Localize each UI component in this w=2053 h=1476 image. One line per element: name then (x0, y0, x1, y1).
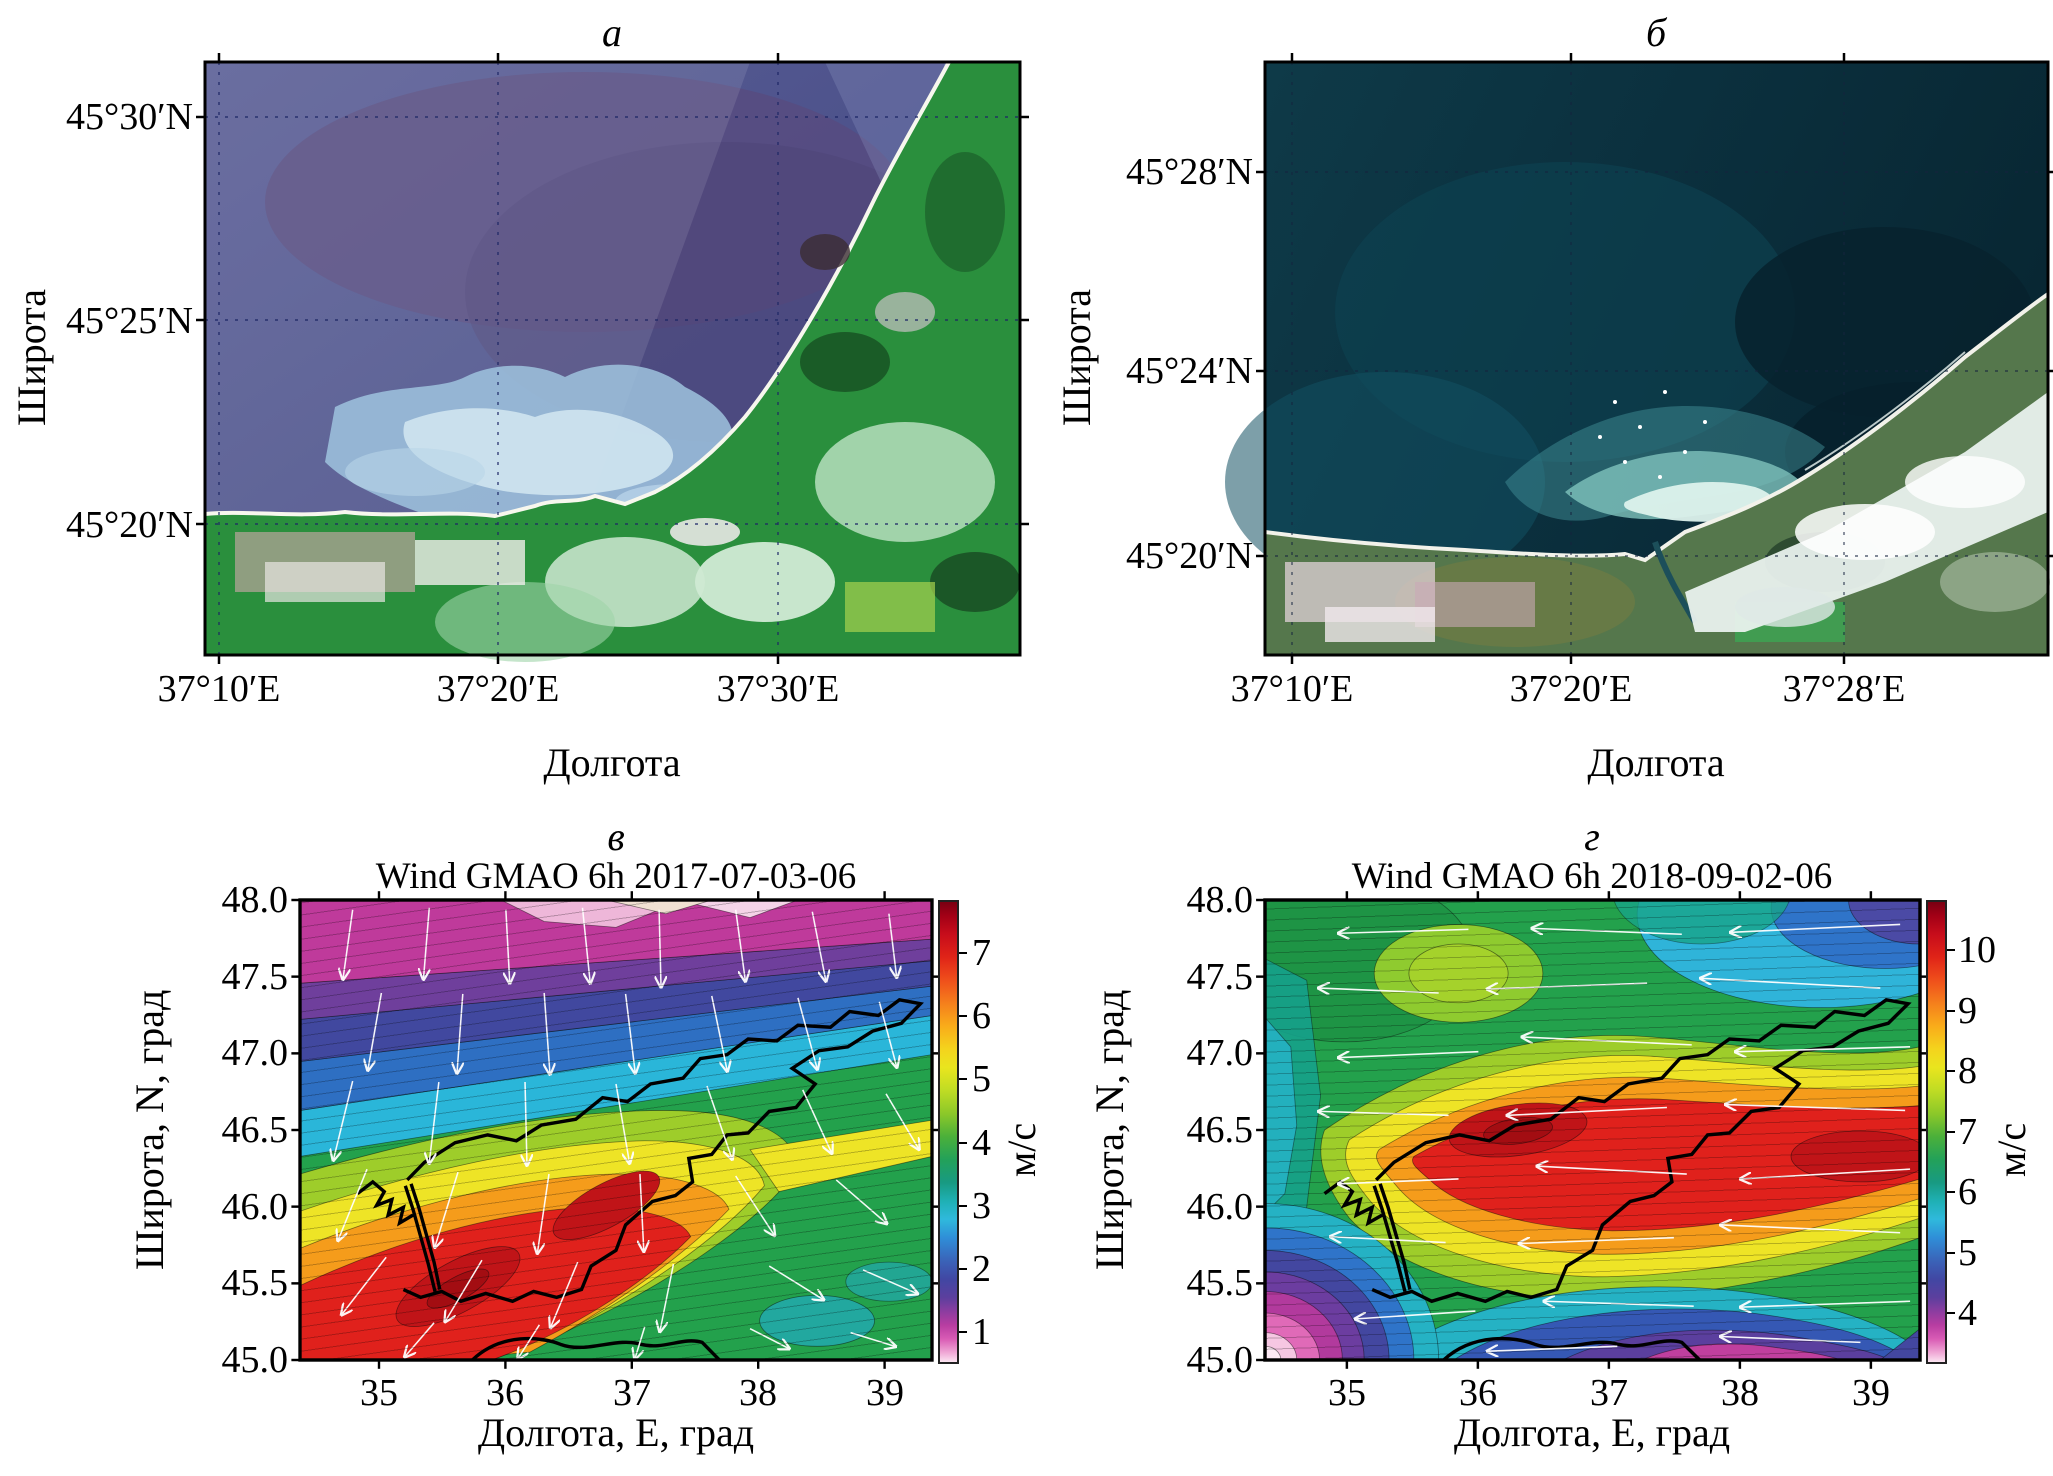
colorbar-g-label: 4 (1958, 1292, 1977, 1334)
panel-g-xtick: 37 (1590, 1372, 1628, 1414)
colorbar-g (1926, 900, 1947, 1364)
panel-g-label: г (1584, 814, 1600, 859)
colorbar-g-tick (1947, 1191, 1955, 1193)
colorbar-g-tick (1947, 1312, 1955, 1314)
colorbar-g-label: 9 (1958, 990, 1977, 1032)
panel-b-map (1225, 53, 2053, 664)
panel-v-ytick: 45.0 (221, 1339, 289, 1381)
frame-g (1263, 898, 1922, 1362)
panel-v-label: в (607, 814, 625, 859)
colorbar-g-tick (1947, 1070, 1955, 1072)
colorbar-v-label: 7 (972, 932, 991, 974)
frame-b (1263, 60, 2050, 657)
panel-a-ytick: 45°20′N (66, 504, 193, 546)
panel-g-title: Wind GMAO 6h 2018-09-02-06 (1351, 856, 1833, 897)
panel-v-xtick: 36 (486, 1372, 524, 1414)
colorbar-v-tick (959, 1205, 967, 1207)
panel-g-xlabel: Долгота, Е, град (1453, 1410, 1731, 1455)
panel-g-xtick: 36 (1459, 1372, 1497, 1414)
land-b (1264, 292, 2050, 655)
colorbar-v-tick (959, 1142, 967, 1144)
panel-v-ytick: 46.5 (221, 1109, 289, 1151)
panel-b-ytick: 45°20′N (1126, 535, 1253, 577)
panel-b-xlabel: Долгота (1587, 740, 1725, 785)
panel-a-map (196, 53, 1029, 664)
colorbar-g-tick (1947, 1252, 1955, 1254)
panel-v-ytick: 47.0 (221, 1032, 289, 1074)
panel-v-xtick: 35 (360, 1372, 398, 1414)
panel-v-ytick: 45.5 (221, 1262, 289, 1304)
boats-b (1598, 390, 1707, 479)
panel-v-title: Wind GMAO 6h 2017-07-03-06 (375, 856, 857, 897)
colorbar-g-tick (1947, 1010, 1955, 1012)
colorbar-v-tick (959, 1078, 967, 1080)
graticule-b (1265, 62, 2048, 655)
panel-b-label: б (1645, 10, 1667, 55)
panel-g-ytick: 45.5 (1186, 1262, 1254, 1304)
panel-g-ytick: 45.0 (1186, 1339, 1254, 1381)
panel-g-xtick: 38 (1721, 1372, 1759, 1414)
panel-g-ylabel: Широта, N, град (1087, 989, 1132, 1271)
wind-field-g (1265, 900, 1920, 1360)
land-a (204, 61, 1020, 662)
colorbar-v-units: м/с (999, 1122, 1044, 1178)
panel-g-windmap (1256, 891, 1929, 1369)
panel-a-xtick: 37°30′E (716, 668, 840, 710)
colorbar-v-label: 5 (972, 1058, 991, 1100)
panel-v-windmap (291, 891, 941, 1369)
panel-g-xtick: 39 (1852, 1372, 1890, 1414)
colorbar-g-label: 10 (1958, 929, 1996, 971)
panel-v-xlabel: Долгота, Е, град (477, 1410, 755, 1455)
frame-v (298, 898, 934, 1362)
colorbar-v-label: 2 (972, 1248, 991, 1290)
colorbar-g-tick (1947, 1131, 1955, 1133)
colorbar-v-tick (959, 1331, 967, 1333)
colorbar-v-label: 4 (972, 1122, 991, 1164)
panel-a-ytick: 45°30′N (66, 96, 193, 138)
colorbar-g-units: м/с (1989, 1122, 2034, 1178)
panel-g-xtick: 35 (1328, 1372, 1366, 1414)
panel-g-ytick: 47.5 (1186, 956, 1254, 998)
panel-a-xtick: 37°20′E (436, 668, 560, 710)
wind-arrows-v (334, 907, 919, 1358)
wind-field-v (300, 900, 932, 1360)
colorbar-g-label: 7 (1958, 1111, 1977, 1153)
panel-g-ytick: 47.0 (1186, 1032, 1254, 1074)
panel-b-xtick: 37°10′E (1230, 668, 1354, 710)
colorbar-v-label: 3 (972, 1185, 991, 1227)
colorbar-v (938, 900, 959, 1364)
panel-a-label: а (602, 10, 622, 55)
colorbar-g-label: 5 (1958, 1232, 1977, 1274)
panel-v-ytick: 47.5 (221, 956, 289, 998)
panel-a-ylabel: Широта (9, 289, 54, 427)
colorbar-v-tick (959, 1015, 967, 1017)
frame-a (203, 60, 1022, 657)
panel-g-ytick: 46.5 (1186, 1109, 1254, 1151)
panel-v-ytick: 46.0 (221, 1186, 289, 1228)
panel-a-xtick: 37°10′E (157, 668, 281, 710)
panel-a-ytick: 45°25′N (66, 300, 193, 342)
wind-arrows-g (1320, 924, 1911, 1351)
panel-v-xtick: 37 (613, 1372, 651, 1414)
colorbar-g-label: 8 (1958, 1050, 1977, 1092)
panel-g-ytick: 46.0 (1186, 1186, 1254, 1228)
colorbar-v-tick (959, 952, 967, 954)
panel-v-ytick: 48.0 (221, 879, 289, 921)
panel-b-ytick: 45°28′N (1126, 151, 1253, 193)
panel-v-ylabel: Широта, N, град (127, 989, 172, 1271)
panel-g-ytick: 48.0 (1186, 879, 1254, 921)
panel-a-xlabel: Долгота (543, 740, 681, 785)
panel-b-ytick: 45°24′N (1126, 350, 1253, 392)
panel-b-ylabel: Широта (1054, 289, 1099, 427)
colorbar-g-label: 6 (1958, 1171, 1977, 1213)
colorbar-v-label: 6 (972, 995, 991, 1037)
panel-b-xtick: 37°20′E (1509, 668, 1633, 710)
panel-v-xtick: 38 (739, 1372, 777, 1414)
panel-b-xtick: 37°28′E (1782, 668, 1906, 710)
colorbar-v-label: 1 (972, 1311, 991, 1353)
panel-v-xtick: 39 (866, 1372, 904, 1414)
colorbar-g-tick (1947, 949, 1955, 951)
colorbar-v-tick (959, 1268, 967, 1270)
